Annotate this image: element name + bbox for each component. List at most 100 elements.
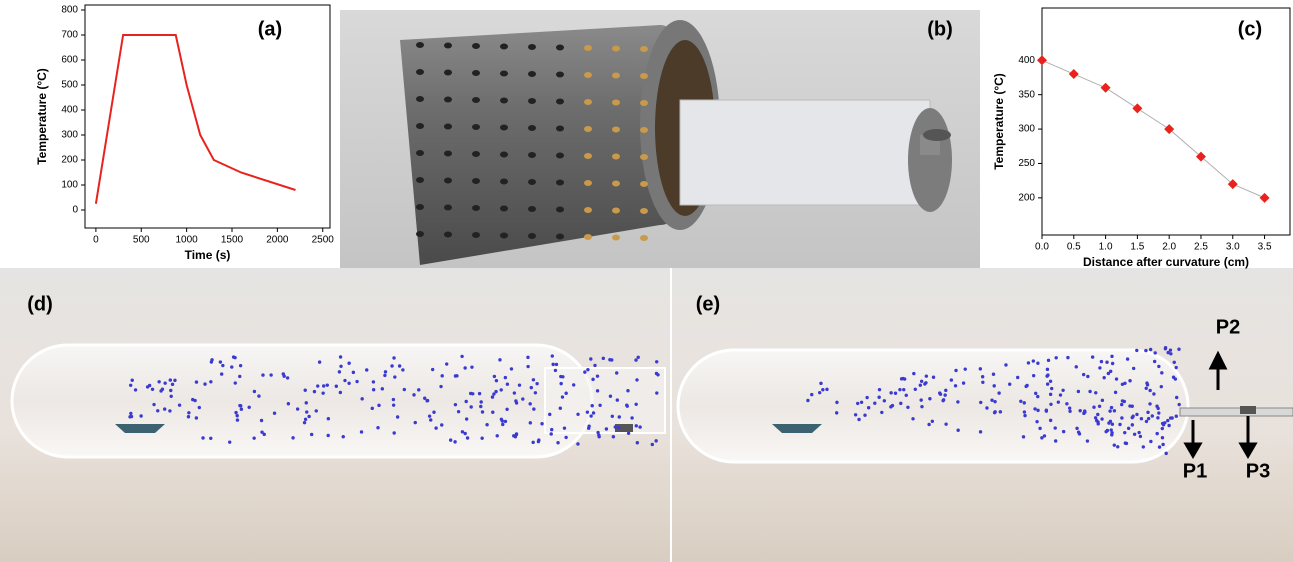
particle [1108, 409, 1112, 413]
particle [1024, 384, 1028, 389]
particle [979, 400, 983, 405]
particle [1048, 379, 1053, 383]
hole [584, 45, 592, 51]
hole [472, 124, 480, 130]
particle [423, 396, 427, 400]
particle [943, 393, 947, 397]
particle [901, 376, 905, 381]
particle [347, 381, 351, 386]
particle [503, 419, 508, 424]
particle [194, 380, 199, 384]
particle [128, 383, 133, 387]
hole [556, 233, 564, 240]
particle [453, 440, 457, 444]
particle [494, 378, 499, 383]
hole [472, 178, 480, 184]
particle [460, 430, 465, 434]
x-axis-label: Time (s) [185, 248, 231, 262]
hole [612, 207, 620, 214]
particle [998, 410, 1003, 414]
particle [1004, 363, 1008, 367]
particle [1105, 428, 1110, 433]
hole [444, 42, 452, 49]
particle [949, 378, 954, 382]
hole [500, 43, 508, 50]
particle [1093, 416, 1098, 420]
particle [906, 405, 910, 409]
particle [1016, 375, 1020, 380]
particle [558, 406, 563, 410]
particle [440, 374, 444, 378]
particle [526, 355, 530, 360]
plot-frame [1041, 7, 1291, 236]
particle [1168, 348, 1173, 352]
particle [586, 426, 591, 430]
hole [612, 72, 620, 79]
hole [556, 44, 564, 51]
particle [1065, 402, 1069, 406]
hole [500, 124, 508, 131]
particle [477, 391, 482, 396]
hole [500, 232, 508, 239]
particle [129, 414, 134, 419]
particle [927, 422, 931, 427]
particle [203, 382, 207, 386]
particle [528, 402, 532, 406]
particle [412, 393, 416, 397]
particle [347, 361, 351, 365]
particle [272, 411, 277, 415]
particle [234, 410, 238, 415]
particle [590, 404, 594, 408]
particle [1081, 372, 1086, 377]
particle [655, 391, 659, 395]
hole [416, 96, 424, 102]
particle [890, 403, 895, 408]
particle [304, 401, 308, 405]
particle [1033, 407, 1037, 411]
particle [635, 441, 640, 445]
y-tick-label: 700 [61, 30, 78, 41]
particle [1146, 410, 1150, 415]
particle [360, 397, 364, 401]
panel-label: (d) [27, 293, 53, 315]
particle [1173, 377, 1178, 381]
particle [1157, 364, 1161, 369]
particle [1048, 392, 1053, 397]
particle [434, 426, 438, 430]
particle [1166, 418, 1170, 423]
particle [512, 391, 517, 395]
particle [1090, 355, 1095, 359]
particle [1123, 381, 1127, 385]
hole [528, 98, 536, 104]
boat [115, 424, 165, 433]
hole [528, 125, 536, 131]
particle [469, 405, 473, 409]
particle [1131, 366, 1136, 371]
hole [640, 46, 648, 52]
particle [978, 430, 983, 434]
particle [978, 367, 983, 371]
particle [1036, 361, 1040, 365]
particle [1144, 348, 1148, 353]
particle [455, 374, 459, 378]
particle [650, 442, 655, 447]
substrate [615, 424, 633, 432]
particle [564, 391, 568, 395]
particle [550, 427, 554, 432]
hole [612, 180, 620, 187]
particle [556, 440, 560, 445]
y-tick-label: 500 [61, 80, 78, 91]
x-tick-label: 3.5 [1258, 242, 1272, 253]
particle [1157, 411, 1161, 415]
particle [904, 393, 908, 397]
particle [990, 398, 994, 402]
x-tick-label: 1.5 [1130, 242, 1144, 253]
particle [317, 360, 322, 364]
particle [453, 402, 458, 407]
particle [230, 365, 234, 369]
particle [834, 411, 839, 415]
particle [554, 362, 559, 367]
particle [1135, 348, 1139, 353]
particle [635, 378, 639, 382]
y-tick-label: 0 [72, 205, 78, 216]
